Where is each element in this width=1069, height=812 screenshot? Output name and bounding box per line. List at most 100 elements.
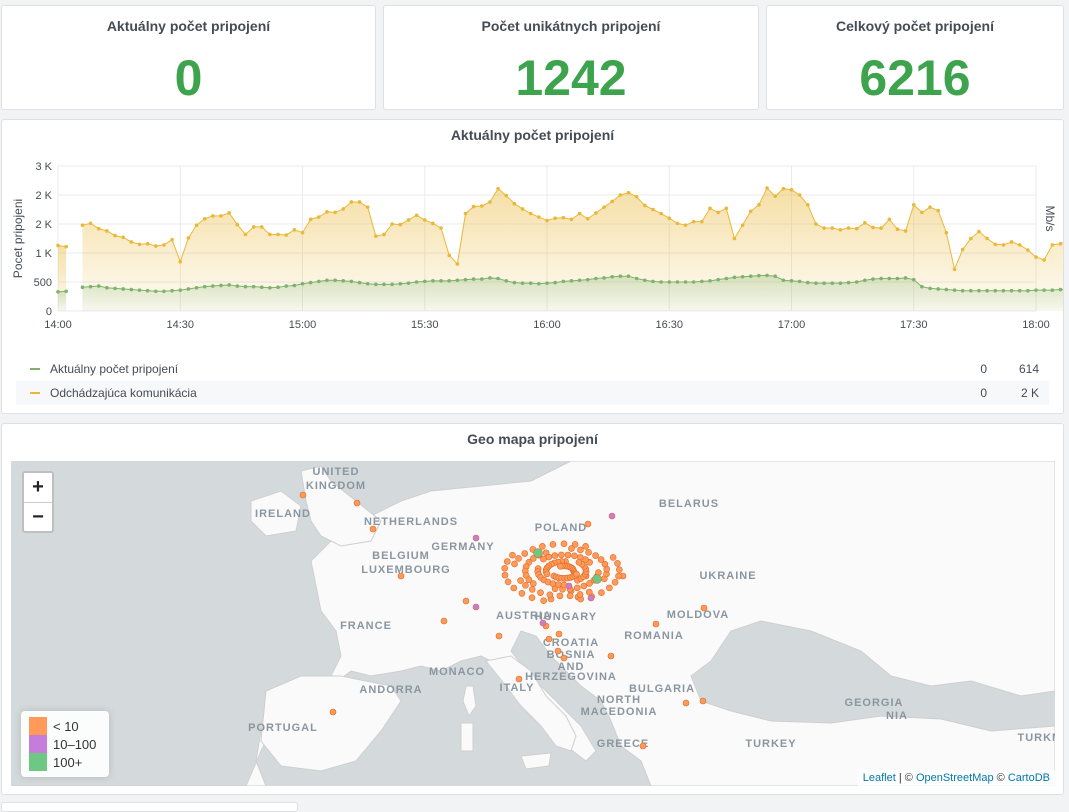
leaflet-link[interactable]: Leaflet [862, 772, 896, 784]
legend-item-connections[interactable]: Aktuálny počet pripojení 0 614 [16, 357, 1049, 381]
marker-low[interactable] [529, 580, 537, 587]
series-point [414, 280, 419, 284]
marker-low[interactable] [558, 551, 565, 559]
marker-low[interactable] [560, 654, 568, 662]
series-point [675, 221, 680, 226]
marker-low[interactable] [575, 559, 583, 566]
marker-low[interactable] [586, 580, 593, 587]
marker-low[interactable] [577, 546, 584, 554]
marker-low[interactable] [597, 556, 605, 563]
marker-low[interactable] [540, 597, 547, 605]
marker-low[interactable] [615, 572, 622, 580]
marker-low[interactable] [546, 591, 554, 599]
marker-low[interactable] [503, 558, 511, 565]
marker-low[interactable] [549, 541, 557, 548]
marker-low[interactable] [585, 588, 593, 596]
marker-low[interactable] [511, 560, 518, 568]
marker-low[interactable] [549, 580, 557, 587]
marker-low[interactable] [614, 560, 621, 567]
marker-low[interactable] [639, 742, 647, 750]
marker-low[interactable] [555, 630, 563, 638]
connections-chart[interactable]: 0 500 1 K 2 K 2 K 3 K 14:00 14:30 15:00 15:30 16:0… [2, 150, 1063, 365]
marker-low[interactable] [515, 675, 523, 683]
zoom-out-button[interactable]: − [24, 502, 52, 531]
marker-low[interactable] [299, 491, 307, 499]
zoom-in-button[interactable]: + [32, 476, 44, 498]
marker-low[interactable] [554, 647, 562, 655]
marker-low[interactable] [560, 540, 568, 548]
marker-medium[interactable] [565, 582, 573, 590]
marker-low[interactable] [582, 543, 589, 550]
marker-low[interactable] [571, 552, 578, 560]
marker-low[interactable] [537, 589, 544, 596]
marker-low[interactable] [515, 555, 522, 562]
connection-markers[interactable] [299, 491, 708, 750]
marker-low[interactable] [598, 589, 605, 596]
marker-low[interactable] [652, 620, 660, 628]
map-canvas[interactable]: UNITEDKINGDOMIRELANDNETHERLANDSGERMANYBE… [11, 461, 1055, 786]
marker-high[interactable] [592, 574, 602, 584]
marker-low[interactable] [528, 594, 536, 601]
cartodb-link[interactable]: CartoDB [1007, 772, 1050, 784]
marker-medium[interactable] [472, 534, 480, 542]
marker-low[interactable] [501, 564, 509, 572]
marker-low[interactable] [576, 591, 584, 598]
marker-low[interactable] [566, 592, 574, 600]
marker-low[interactable] [700, 604, 708, 612]
marker-low[interactable] [440, 617, 448, 625]
marker-low[interactable] [609, 554, 617, 561]
marker-low[interactable] [580, 582, 588, 590]
marker-low[interactable] [584, 520, 592, 528]
osm-link[interactable]: OpenStreetMap [915, 772, 994, 784]
marker-low[interactable] [397, 572, 405, 580]
marker-low[interactable] [592, 552, 599, 559]
marker-low[interactable] [504, 578, 512, 586]
marker-low[interactable] [517, 577, 524, 584]
marker-low[interactable] [682, 699, 690, 707]
marker-low[interactable] [551, 552, 559, 559]
marker-low[interactable] [699, 697, 707, 705]
marker-low[interactable] [529, 555, 537, 562]
marker-medium[interactable] [472, 603, 480, 611]
marker-low[interactable] [607, 652, 615, 660]
marker-low[interactable] [556, 592, 564, 600]
marker-low[interactable] [369, 525, 377, 533]
marker-low[interactable] [510, 584, 518, 592]
marker-low[interactable] [495, 632, 503, 640]
marker-low[interactable] [525, 576, 533, 583]
marker-low[interactable] [564, 551, 572, 559]
marker-low[interactable] [462, 597, 470, 605]
marker-low[interactable] [539, 543, 546, 550]
marker-low[interactable] [585, 549, 592, 556]
marker-low[interactable] [353, 499, 361, 507]
marker-low[interactable] [611, 578, 619, 586]
marker-low[interactable] [557, 562, 564, 570]
marker-low[interactable] [555, 581, 562, 588]
legend-item-outgoing[interactable]: Odchádzajúca komunikácia 0 2 K [16, 381, 1049, 405]
map-legend-label: < 10 [53, 719, 79, 734]
marker-medium[interactable] [608, 512, 616, 520]
series-point [708, 206, 712, 211]
marker-low[interactable] [573, 570, 580, 578]
marker-low[interactable] [606, 584, 613, 592]
marker-low[interactable] [501, 571, 509, 579]
marker-low[interactable] [601, 560, 609, 568]
marker-medium[interactable] [539, 619, 547, 627]
geo-map[interactable]: UNITED KINGDOM IRELAND NETHERLANDS GERMANY BE… [11, 461, 1055, 786]
marker-low[interactable] [545, 635, 553, 643]
marker-low[interactable] [540, 555, 547, 563]
marker-medium[interactable] [587, 594, 595, 602]
marker-low[interactable] [329, 708, 337, 716]
marker-low[interactable] [528, 586, 536, 593]
marker-high[interactable] [533, 548, 543, 558]
marker-low[interactable] [568, 545, 575, 552]
marker-low[interactable] [543, 570, 551, 578]
marker-low[interactable] [521, 550, 529, 557]
marker-low[interactable] [518, 590, 526, 597]
marker-low[interactable] [522, 582, 529, 589]
stat-panel-total: Celkový počet pripojení 6216 [766, 5, 1064, 110]
marker-low[interactable] [573, 584, 581, 592]
marker-low[interactable] [616, 566, 623, 574]
marker-low[interactable] [509, 551, 516, 559]
marker-low[interactable] [571, 541, 579, 548]
